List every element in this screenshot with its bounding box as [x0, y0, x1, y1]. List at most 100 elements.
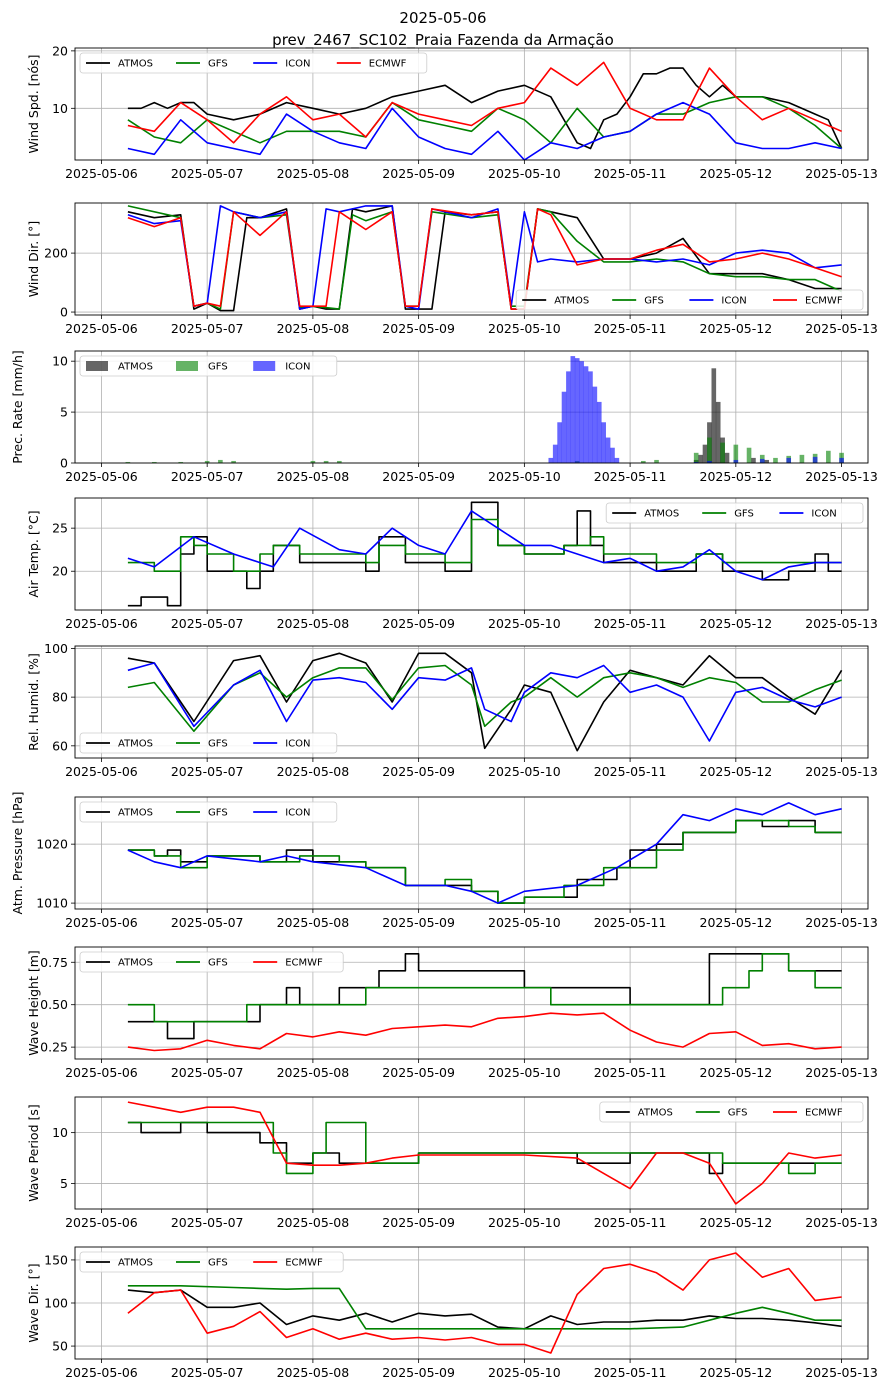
bar-gfs: [323, 460, 329, 463]
axes-frame: [74, 497, 869, 611]
x-tick-label: 2025-05-12: [700, 469, 773, 484]
x-tick-label: 2025-05-07: [171, 321, 244, 336]
x-tick-label: 2025-05-07: [171, 764, 244, 779]
x-tick-label: 2025-05-13: [805, 469, 878, 484]
y-axis-label: Wave Period [s]: [26, 1104, 41, 1202]
x-tick-label: 2025-05-10: [488, 1065, 561, 1080]
axes-frame: [74, 202, 869, 316]
axes-frame: [74, 1096, 869, 1210]
y-tick-label: 80: [52, 690, 68, 705]
bar-icon: [733, 459, 739, 463]
x-tick-label: 2025-05-10: [488, 764, 561, 779]
y-tick-label: 10: [52, 354, 68, 369]
legend-label: ECMWF: [285, 1258, 323, 1269]
y-tick-label: 200: [44, 246, 68, 261]
x-tick-label: 2025-05-10: [488, 1365, 561, 1380]
x-tick-label: 2025-05-12: [700, 1365, 773, 1380]
legend-label: ICON: [285, 362, 310, 373]
x-tick-label: 2025-05-09: [382, 321, 455, 336]
legend-swatch-icon: [253, 361, 276, 371]
bar-icon: [588, 371, 593, 463]
y-tick-label: 100: [44, 641, 68, 656]
x-tick-label: 2025-05-11: [594, 469, 667, 484]
x-tick-label: 2025-05-06: [65, 469, 138, 484]
legend-label: ICON: [811, 509, 836, 520]
y-axis-label: Wind Spd. [nós]: [26, 55, 41, 154]
y-tick-label: 150: [44, 1252, 68, 1267]
plot-area: [127, 802, 842, 904]
panel-1: 2025-05-06 2025-05-07 2025-05-08 2025-05-09…: [26, 202, 878, 336]
y-tick-label: 1020: [36, 837, 68, 852]
legend: ATMOS GFS ICON ECMWF: [79, 52, 428, 74]
bar-icon: [610, 447, 615, 463]
legend-frame: [605, 502, 864, 524]
x-tick-label: 2025-05-08: [277, 1365, 350, 1380]
legend-label: GFS: [208, 1258, 228, 1269]
bar-icon: [557, 422, 562, 463]
legend-label: ECMWF: [285, 958, 323, 969]
y-axis-label: Wave Dir. [°]: [26, 1263, 41, 1342]
legend: ATMOS GFS ICON ECMWF: [515, 289, 864, 311]
bar-gfs: [707, 437, 712, 463]
series-line-ecmwf: [127, 61, 842, 144]
series-atmos: [693, 368, 769, 463]
bar-gfs: [218, 459, 223, 463]
series-line-ecmwf: [127, 1101, 842, 1205]
y-tick-label: 0.25: [40, 1040, 68, 1055]
x-tick-label: 2025-05-09: [382, 469, 455, 484]
x-tick-label: 2025-05-13: [805, 321, 878, 336]
legend-label: GFS: [208, 59, 228, 70]
bar-icon: [786, 457, 792, 463]
x-tick-label: 2025-05-08: [277, 469, 350, 484]
legend-label: ATMOS: [118, 59, 153, 70]
y-tick-label: 1010: [36, 896, 68, 911]
y-tick-label: 0.75: [40, 955, 68, 970]
y-tick-label: 0: [60, 305, 68, 320]
legend-label: GFS: [208, 739, 228, 750]
y-tick-label: 5: [60, 1176, 68, 1191]
x-tick-label: 2025-05-06: [65, 764, 138, 779]
y-tick-label: 5: [60, 405, 68, 420]
x-tick-label: 2025-05-08: [277, 764, 350, 779]
x-tick-label: 2025-05-08: [277, 1215, 350, 1230]
x-tick-label: 2025-05-11: [594, 1065, 667, 1080]
bar-gfs: [125, 461, 131, 463]
x-tick-label: 2025-05-10: [488, 469, 561, 484]
axes-frame: [74, 946, 869, 1060]
legend: ATMOS GFS ICON: [79, 801, 338, 823]
y-tick-label: 0: [60, 456, 68, 471]
legend-label: ATMOS: [118, 739, 153, 750]
plot-area: [125, 356, 844, 463]
panel-7: 2025-05-06 2025-05-07 2025-05-08 2025-05-09…: [26, 1096, 878, 1230]
y-tick-label: 60: [52, 738, 68, 753]
x-tick-label: 2025-05-06: [65, 1215, 138, 1230]
bar-icon: [592, 386, 598, 463]
bar-icon: [561, 391, 567, 463]
legend-swatch-gfs: [176, 361, 198, 371]
series-line-ecmwf: [127, 1012, 842, 1052]
x-tick-label: 2025-05-11: [594, 616, 667, 631]
bar-icon: [605, 437, 611, 463]
series-line-gfs: [127, 953, 842, 1023]
y-axis-label: Atm. Pressure [hPa]: [10, 791, 25, 914]
axes-frame: [74, 796, 869, 910]
bar-icon: [579, 361, 584, 463]
legend-label: GFS: [208, 808, 228, 819]
y-tick-label: 100: [44, 1296, 68, 1311]
x-tick-label: 2025-05-06: [65, 1365, 138, 1380]
plot-area: [127, 1252, 842, 1354]
bar-icon: [812, 456, 818, 463]
panel-3: 2025-05-06 2025-05-07 2025-05-08 2025-05-09…: [26, 497, 878, 631]
x-tick-label: 2025-05-13: [805, 1215, 878, 1230]
x-tick-label: 2025-05-07: [171, 1065, 244, 1080]
y-axis-label: Wave Height [m]: [26, 950, 41, 1056]
x-tick-label: 2025-05-11: [594, 764, 667, 779]
x-tick-label: 2025-05-13: [805, 1065, 878, 1080]
bar-icon: [574, 358, 580, 463]
legend-label: ICON: [285, 59, 310, 70]
panels: 2025-05-06 2025-05-07 2025-05-08 2025-05-09…: [10, 43, 878, 1380]
legend-label: ATMOS: [644, 509, 679, 520]
bar-gfs: [231, 460, 236, 463]
x-tick-label: 2025-05-12: [700, 616, 773, 631]
panel-2: 2025-05-06 2025-05-07 2025-05-08 2025-05-09…: [10, 350, 878, 484]
